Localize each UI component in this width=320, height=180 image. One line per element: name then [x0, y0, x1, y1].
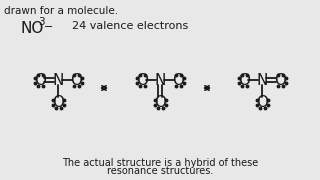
- Text: drawn for a molecule.: drawn for a molecule.: [4, 6, 118, 16]
- Text: 24 valence electrons: 24 valence electrons: [72, 21, 188, 31]
- Text: O: O: [238, 73, 250, 87]
- Text: O: O: [136, 73, 148, 87]
- Text: O: O: [52, 94, 64, 109]
- Text: resonance structures.: resonance structures.: [107, 166, 213, 176]
- Text: O: O: [274, 73, 286, 87]
- Text: O: O: [34, 73, 46, 87]
- Text: O: O: [256, 94, 268, 109]
- Text: N: N: [52, 73, 64, 87]
- Text: N: N: [154, 73, 166, 87]
- Text: O: O: [172, 73, 184, 87]
- Text: O: O: [154, 94, 166, 109]
- Text: −: −: [44, 22, 53, 32]
- Text: NO: NO: [20, 21, 44, 36]
- Text: The actual structure is a hybrid of these: The actual structure is a hybrid of thes…: [62, 158, 258, 168]
- Text: N: N: [256, 73, 268, 87]
- Text: 3: 3: [38, 17, 44, 27]
- Text: O: O: [70, 73, 82, 87]
